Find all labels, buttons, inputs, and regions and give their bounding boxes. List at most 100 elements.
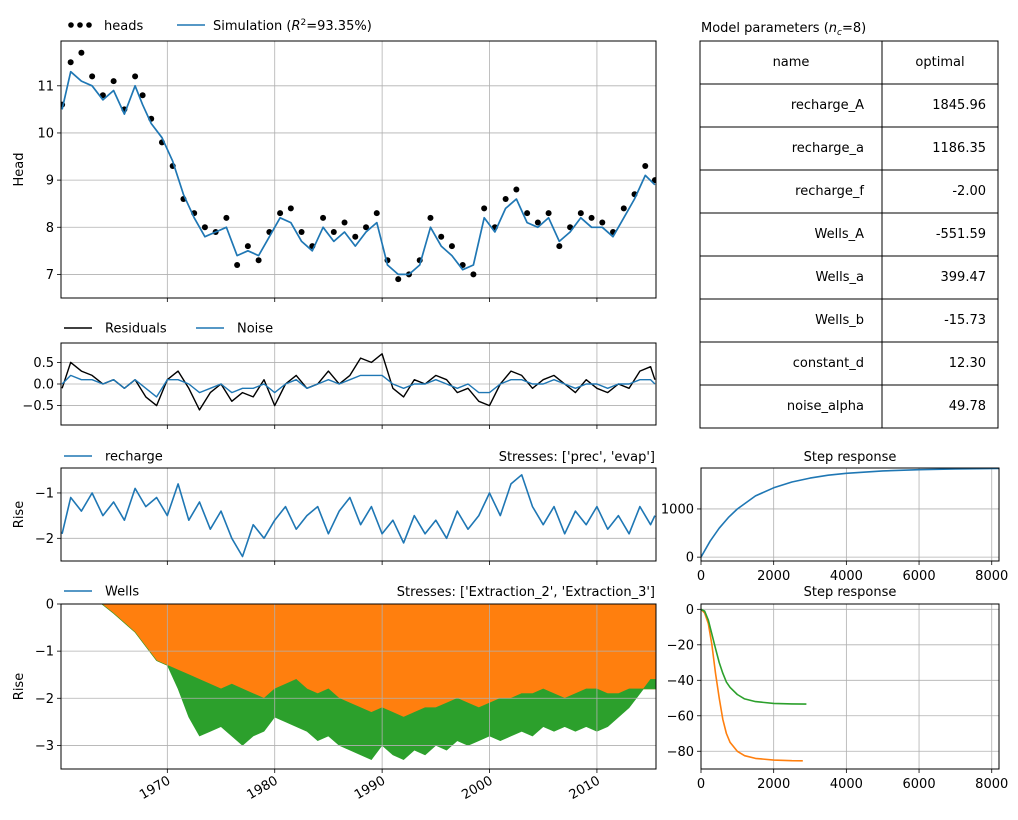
table-cell-name: [699, 83, 883, 128]
recharge-stresses-title: Stresses: ['prec', 'evap']: [499, 450, 655, 465]
table-row-value: 1845.96: [932, 98, 986, 113]
table-row-name: Wells_A: [815, 227, 865, 242]
heads-point: [255, 257, 262, 264]
recharge-step-response-panel: 0 1000 0 2000 4000 6000 8000 Step response: [661, 450, 1008, 584]
table-cell-value: [881, 255, 999, 300]
recharge-ytick-label: −1: [35, 486, 54, 501]
legend-recharge-label: recharge: [105, 450, 163, 465]
recharge-ylabel: Rise: [12, 501, 27, 528]
table-cell-value: [881, 341, 999, 386]
table-row-value: 49.78: [949, 399, 986, 414]
heads-point: [448, 243, 455, 250]
heads-point: [298, 228, 305, 235]
heads-ytick-label: 7: [46, 268, 54, 283]
heads-point: [599, 219, 606, 226]
recharge-step-line: [701, 468, 999, 558]
legend-heads-swatch: [77, 22, 83, 28]
step2-xtick-label: 2000: [757, 777, 790, 792]
residuals-line: [61, 353, 656, 411]
heads-point: [201, 224, 208, 231]
heads-point: [132, 73, 139, 80]
table-row-value: 1186.35: [932, 141, 986, 156]
wells-step-title: Step response: [804, 585, 897, 600]
recharge-line: [61, 474, 656, 558]
legend-heads-swatch: [68, 22, 74, 28]
table-cell-name: [699, 298, 883, 343]
heads-point: [223, 214, 230, 221]
table-cell-name: [699, 126, 883, 171]
step2-ytick-label: −20: [667, 638, 694, 653]
recharge-ytick-label: −2: [35, 532, 54, 547]
noise-line: [61, 374, 656, 398]
heads-point: [363, 224, 370, 231]
step2-ytick-label: 0: [686, 603, 694, 618]
heads-ytick-label: 9: [46, 174, 54, 189]
heads-point: [373, 210, 380, 217]
heads-point: [427, 214, 434, 221]
step2-frame: [700, 603, 1000, 770]
wells-xtick-label: 1990: [352, 773, 388, 803]
residuals-panel: −0.5 0.0 0.5 Residuals Noise: [22, 322, 657, 429]
heads-point: [244, 243, 251, 250]
step1-ytick-label: 1000: [661, 502, 694, 517]
wells-step-response-panel: −80 −60 −40 −20 0 0 2000 4000 6000 8000 Step respo…: [667, 585, 1009, 792]
table-row-value: -2.00: [952, 184, 986, 199]
legend-residuals-label: Residuals: [105, 322, 167, 337]
step1-xtick-label: 0: [697, 569, 705, 584]
heads-point: [330, 228, 337, 235]
heads-point: [89, 73, 96, 80]
table-cell-name: [699, 384, 883, 429]
wells-xtick-label: 1970: [137, 773, 173, 803]
table-cell-value: [881, 298, 999, 343]
heads-ytick-label: 8: [46, 221, 54, 236]
wells-ylabel: Rise: [12, 673, 27, 700]
wells-xtick-label: 1980: [245, 773, 281, 803]
heads-point: [395, 276, 402, 283]
table-row-name: recharge_A: [791, 98, 864, 113]
heads-panel: 7 8 9 10 11 Head heads Simulation (R2=93.35%): [12, 18, 657, 302]
extraction-3-area: [61, 604, 656, 760]
heads-point: [524, 210, 531, 217]
wells-frame: [60, 603, 657, 770]
residuals-ytick-label: −0.5: [22, 399, 54, 414]
table-row-value: 12.30: [949, 356, 986, 371]
heads-point: [513, 186, 520, 193]
heads-point: [110, 78, 117, 85]
heads-point: [642, 162, 649, 169]
legend-heads-label: heads: [104, 19, 143, 34]
table-row-name: Wells_b: [815, 313, 864, 328]
table-row-name: recharge_a: [792, 141, 864, 156]
legend-simulation-label: Simulation (R2=93.35%): [213, 18, 372, 34]
step1-xtick-label: 2000: [757, 569, 790, 584]
table-cell-name: [699, 40, 883, 85]
legend-noise-label: Noise: [237, 322, 273, 337]
step2-xtick-label: 6000: [903, 777, 936, 792]
table-row-name: noise_alpha: [787, 399, 864, 414]
heads-point: [139, 92, 146, 99]
extraction-2-step-line: [701, 608, 803, 762]
heads-point: [320, 214, 327, 221]
legend-wells-label: Wells: [105, 585, 139, 600]
legend-heads-swatch: [86, 22, 92, 28]
table-cell-value: [881, 384, 999, 429]
heads-point: [234, 261, 241, 268]
heads-point: [67, 59, 74, 66]
heads-point: [534, 219, 541, 226]
heads-point: [651, 177, 656, 184]
heads-ylabel: Head: [12, 153, 27, 187]
wells-panel: −3 −2 −1 0 1970 1980 1990 2000 2010 Rise Wells Stre…: [12, 585, 657, 803]
step1-xtick-label: 6000: [903, 569, 936, 584]
wells-stresses-title: Stresses: ['Extraction_2', 'Extraction_3…: [397, 585, 655, 600]
heads-point: [277, 210, 284, 217]
heads-point: [556, 243, 563, 250]
heads-point: [545, 210, 552, 217]
table-header-optimal: optimal: [915, 55, 964, 70]
step2-xtick-label: 8000: [975, 777, 1008, 792]
wells-ytick-label: 0: [46, 598, 54, 613]
wells-xtick-label: 2010: [567, 773, 603, 803]
table-row-name: constant_d: [793, 356, 864, 371]
extraction-3-step-line: [701, 608, 807, 705]
step1-frame: [700, 467, 1000, 562]
step2-ytick-label: −80: [667, 745, 694, 760]
step2-xtick-label: 0: [697, 777, 705, 792]
